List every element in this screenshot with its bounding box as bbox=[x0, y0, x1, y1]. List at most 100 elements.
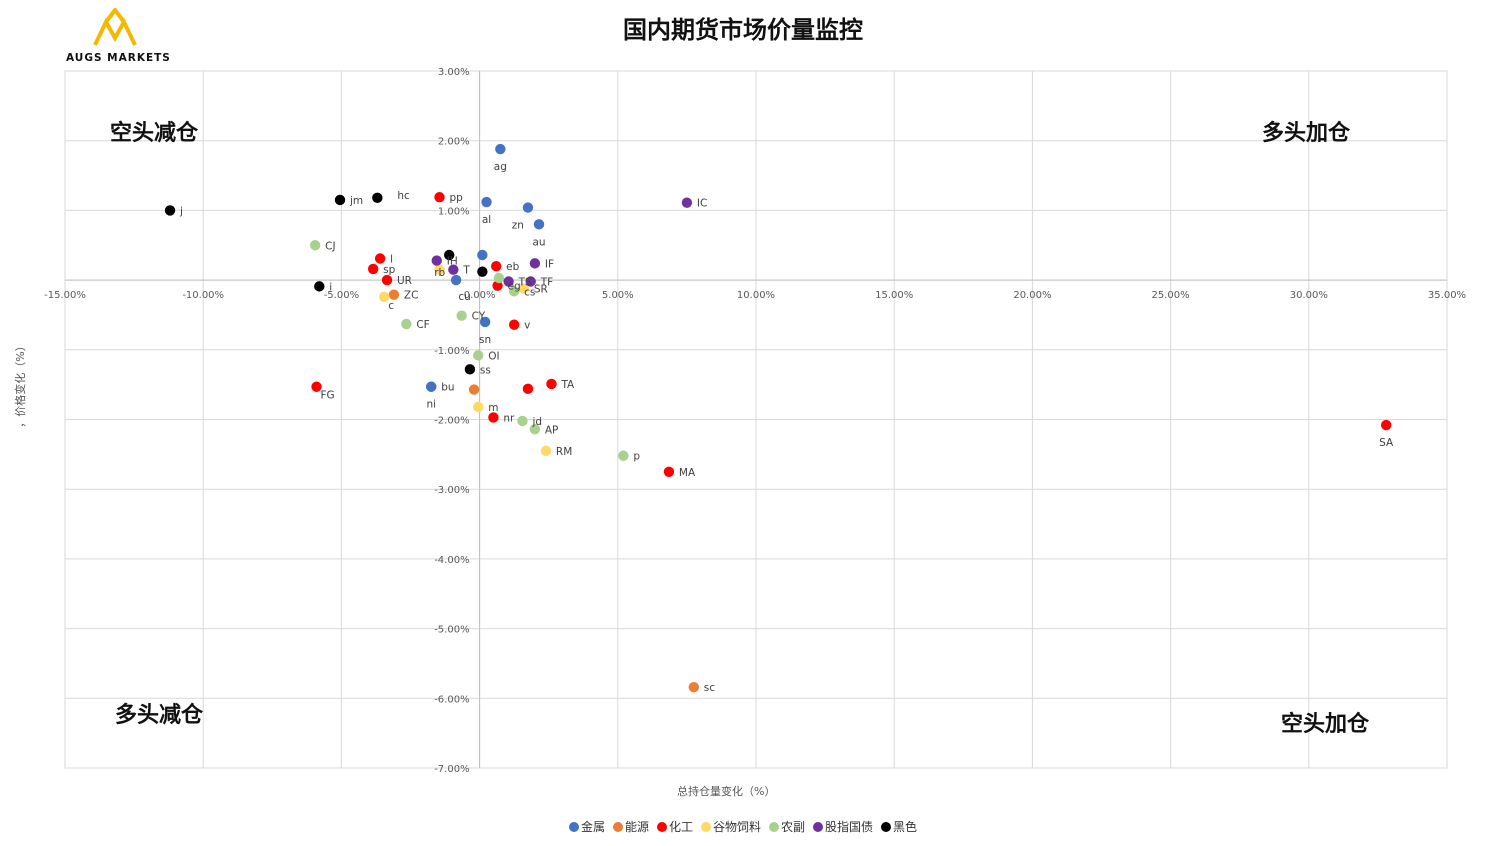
data-label-UR: UR bbox=[397, 275, 412, 287]
data-label-eb: eb bbox=[506, 261, 519, 273]
logo-mark-icon bbox=[93, 8, 137, 46]
legend-label: 金属 bbox=[580, 820, 605, 834]
data-label-hc: hc bbox=[397, 190, 410, 202]
y-tick-label: -5.00% bbox=[434, 625, 469, 636]
legend-swatch bbox=[700, 822, 711, 832]
chart-legend: 金属 能源 化工 谷物饲料 农副 股指国债 黑色 bbox=[0, 818, 1486, 835]
data-label-zn: zn bbox=[512, 220, 524, 232]
data-label-TF: TF bbox=[540, 276, 553, 288]
quadrant-label-top-right: 多头加仓 bbox=[1262, 121, 1351, 146]
y-tick-label: 2.00% bbox=[438, 137, 470, 148]
data-point-IC bbox=[681, 197, 693, 208]
data-label-sp: sp bbox=[383, 264, 395, 276]
x-tick-label: 35.00% bbox=[1428, 290, 1466, 301]
data-point-i bbox=[314, 281, 325, 292]
data-label-MA: MA bbox=[679, 467, 696, 479]
data-label-SR: SR bbox=[534, 283, 548, 295]
legend-swatch bbox=[881, 822, 892, 832]
data-point-l bbox=[374, 253, 386, 264]
legend-label: 股指国债 bbox=[825, 820, 874, 834]
x-tick-label: 15.00% bbox=[875, 290, 913, 301]
data-label-l: l bbox=[390, 253, 393, 265]
chart-title: 国内期货市场价量监控 bbox=[623, 16, 863, 44]
quadrant-label-bottom-left: 多头减仓 bbox=[115, 703, 204, 728]
data-label-cs: cs bbox=[524, 286, 535, 298]
data-point-eg bbox=[492, 280, 503, 291]
data-point-IF bbox=[529, 258, 541, 269]
data-point-rb bbox=[443, 249, 455, 261]
y-tick-label: -6.00% bbox=[434, 694, 469, 705]
y-axis-title: ，价格变化（%） bbox=[14, 340, 27, 428]
quadrant-label-top-left: 空头减仓 bbox=[110, 121, 199, 146]
data-label-T: T bbox=[462, 265, 470, 277]
data-label-rb: rb bbox=[434, 267, 445, 279]
data-point-ag bbox=[495, 143, 506, 155]
data-point-cu bbox=[477, 249, 488, 261]
x-tick-label: 10.00% bbox=[737, 290, 775, 301]
data-point-jd bbox=[517, 415, 528, 427]
data-point-cs bbox=[508, 286, 520, 297]
data-point-au bbox=[533, 219, 545, 230]
legend-item: 化工 bbox=[656, 818, 693, 835]
data-label-nr: nr bbox=[503, 412, 515, 424]
x-tick-label: 5.00% bbox=[602, 290, 634, 301]
x-axis-title: 总持仓量变化（%） bbox=[677, 785, 776, 798]
data-label-j: j bbox=[179, 205, 183, 217]
data-point-unlabeled bbox=[450, 274, 462, 286]
data-label-IC: IC bbox=[697, 198, 707, 210]
data-label-RM: RM bbox=[556, 446, 572, 458]
data-label-TA: TA bbox=[560, 379, 575, 391]
data-point-MA bbox=[663, 466, 675, 477]
legend-item: 谷物饲料 bbox=[700, 818, 761, 835]
data-label-FG: FG bbox=[321, 390, 335, 402]
data-label-cu: cu bbox=[458, 291, 470, 303]
x-tick-label: 25.00% bbox=[1152, 290, 1190, 301]
data-point-unlabeled bbox=[468, 384, 480, 395]
data-point-AP bbox=[529, 424, 541, 435]
data-label-al: al bbox=[482, 214, 491, 226]
data-point-zn bbox=[522, 202, 534, 213]
data-label-v: v bbox=[524, 320, 530, 332]
data-label-SA: SA bbox=[1379, 437, 1394, 449]
x-tick-label: -15.00% bbox=[44, 290, 86, 301]
data-point-bu bbox=[426, 381, 437, 392]
data-label-m: m bbox=[488, 402, 498, 414]
data-point-hc bbox=[372, 192, 383, 204]
y-tick-label: -4.00% bbox=[434, 555, 469, 566]
data-label-jd: jd bbox=[531, 416, 542, 428]
data-label-IF: IF bbox=[545, 258, 554, 270]
data-label-c: c bbox=[388, 300, 394, 312]
data-point-sn bbox=[479, 316, 491, 328]
data-point-CF bbox=[401, 318, 412, 330]
data-point-SR bbox=[518, 283, 530, 294]
data-point-IH bbox=[431, 255, 442, 266]
data-point-c bbox=[379, 291, 390, 303]
data-point-T bbox=[448, 264, 459, 275]
data-label-OI: OI bbox=[488, 350, 499, 362]
legend-item: 能源 bbox=[612, 818, 649, 835]
data-point-sc bbox=[688, 681, 700, 693]
data-point-TF bbox=[525, 276, 536, 287]
y-tick-label: -2.00% bbox=[434, 416, 469, 427]
quadrant-label-bottom-right: 空头加仓 bbox=[1281, 712, 1370, 737]
data-point-CJ bbox=[309, 240, 321, 251]
data-point-jm bbox=[334, 194, 346, 206]
data-label-ag: ag bbox=[494, 161, 507, 173]
data-label-AP: AP bbox=[545, 424, 559, 436]
data-point-sp bbox=[367, 263, 379, 275]
data-point-pb bbox=[477, 266, 488, 277]
legend-swatch bbox=[656, 822, 667, 832]
y-tick-label: -7.00% bbox=[434, 764, 469, 775]
data-label-sc: sc bbox=[704, 682, 715, 694]
legend-item: 金属 bbox=[568, 818, 605, 835]
legend-label: 黑色 bbox=[893, 820, 918, 834]
x-tick-label: 30.00% bbox=[1290, 290, 1328, 301]
data-point-TA bbox=[546, 378, 557, 390]
data-point-al bbox=[481, 196, 492, 208]
data-point-TS bbox=[503, 276, 514, 287]
data-label-ZC: ZC bbox=[404, 290, 419, 302]
data-point-CY bbox=[456, 310, 467, 321]
data-label-p: p bbox=[633, 451, 640, 463]
data-point-p bbox=[618, 450, 629, 461]
